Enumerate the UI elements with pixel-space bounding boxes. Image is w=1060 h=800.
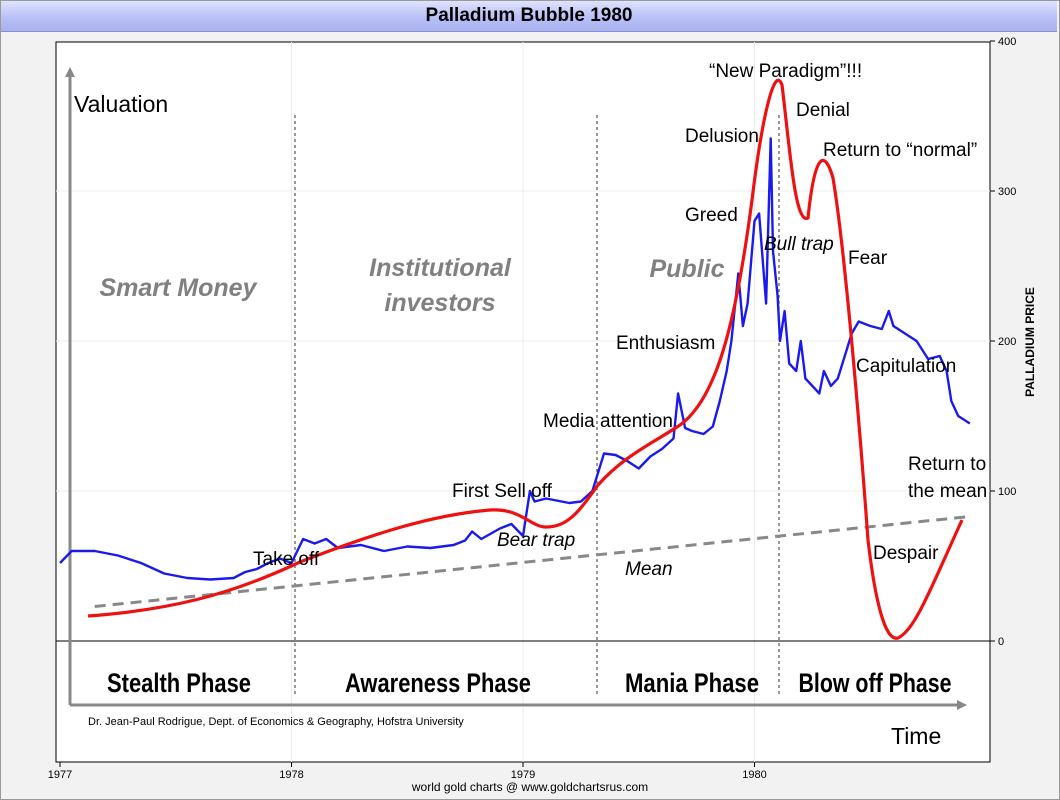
annotation-denial: Denial bbox=[796, 100, 850, 121]
x-tick-label: 1977 bbox=[48, 769, 72, 781]
annotation-take-off: Take off bbox=[253, 549, 320, 570]
right-axis-title: PALLADIUM PRICE bbox=[1023, 287, 1037, 397]
annotation-media-attention: Media attention bbox=[543, 411, 673, 432]
annotation-first-sell-off: First Sell off bbox=[452, 481, 553, 502]
investor-public: Public bbox=[649, 255, 724, 283]
annotation-despair: Despair bbox=[873, 543, 939, 564]
annotation-greed: Greed bbox=[685, 205, 738, 226]
x-tick-label: 1978 bbox=[279, 769, 303, 781]
y-tick-label: 300 bbox=[998, 186, 1016, 198]
y-tick-label: 100 bbox=[998, 486, 1016, 498]
investor-labels: Smart Money Institutional investors Publ… bbox=[100, 254, 725, 317]
annotation-return-normal: Return to “normal” bbox=[823, 140, 977, 161]
annotation-new-paradigm: “New Paradigm”!!! bbox=[709, 61, 862, 82]
phase-blow-off: Blow off Phase bbox=[799, 668, 952, 698]
mean-trend-line bbox=[94, 515, 970, 608]
title-bar: Palladium Bubble 1980 bbox=[1, 1, 1057, 32]
y-axis-ticks: 0 100 200 300 400 bbox=[990, 36, 1016, 648]
annotation-return-mean-line2: the mean bbox=[908, 481, 987, 502]
footer-source: world gold charts @ www.goldchartsrus.co… bbox=[411, 780, 649, 794]
investor-institutional-line2: investors bbox=[384, 289, 495, 317]
phase-awareness: Awareness Phase bbox=[345, 668, 531, 698]
phase-labels: Stealth Phase Awareness Phase Mania Phas… bbox=[107, 668, 952, 698]
investor-smart-money: Smart Money bbox=[100, 274, 258, 302]
chart-title: Palladium Bubble 1980 bbox=[425, 5, 633, 26]
y-tick-label: 0 bbox=[998, 636, 1004, 648]
annotation-fear: Fear bbox=[848, 248, 888, 269]
annotation-return-mean-line1: Return to bbox=[908, 454, 986, 475]
annotations: Take off First Sell off Bear trap Media … bbox=[253, 61, 987, 580]
annotation-mean: Mean bbox=[625, 559, 673, 580]
y-tick-label: 200 bbox=[998, 336, 1016, 348]
annotation-bull-trap: Bull trap bbox=[764, 234, 834, 255]
valuation-label: Valuation bbox=[74, 91, 168, 117]
phase-mania: Mania Phase bbox=[625, 668, 759, 698]
x-axis-ticks: 1977 1978 1979 1980 bbox=[48, 762, 767, 781]
y-tick-label: 400 bbox=[998, 36, 1016, 48]
annotation-bear-trap: Bear trap bbox=[497, 530, 575, 551]
x-tick-label: 1979 bbox=[511, 769, 535, 781]
x-tick-label: 1980 bbox=[742, 769, 766, 781]
annotation-delusion: Delusion bbox=[685, 126, 759, 147]
investor-institutional-line1: Institutional bbox=[369, 254, 512, 282]
annotation-enthusiasm: Enthusiasm bbox=[616, 333, 715, 354]
credit-text: Dr. Jean-Paul Rodrigue, Dept. of Economi… bbox=[88, 716, 464, 728]
bubble-curve bbox=[87, 78, 964, 640]
time-label: Time bbox=[891, 723, 941, 749]
annotation-capitulation: Capitulation bbox=[856, 356, 956, 377]
phase-stealth: Stealth Phase bbox=[107, 668, 251, 698]
